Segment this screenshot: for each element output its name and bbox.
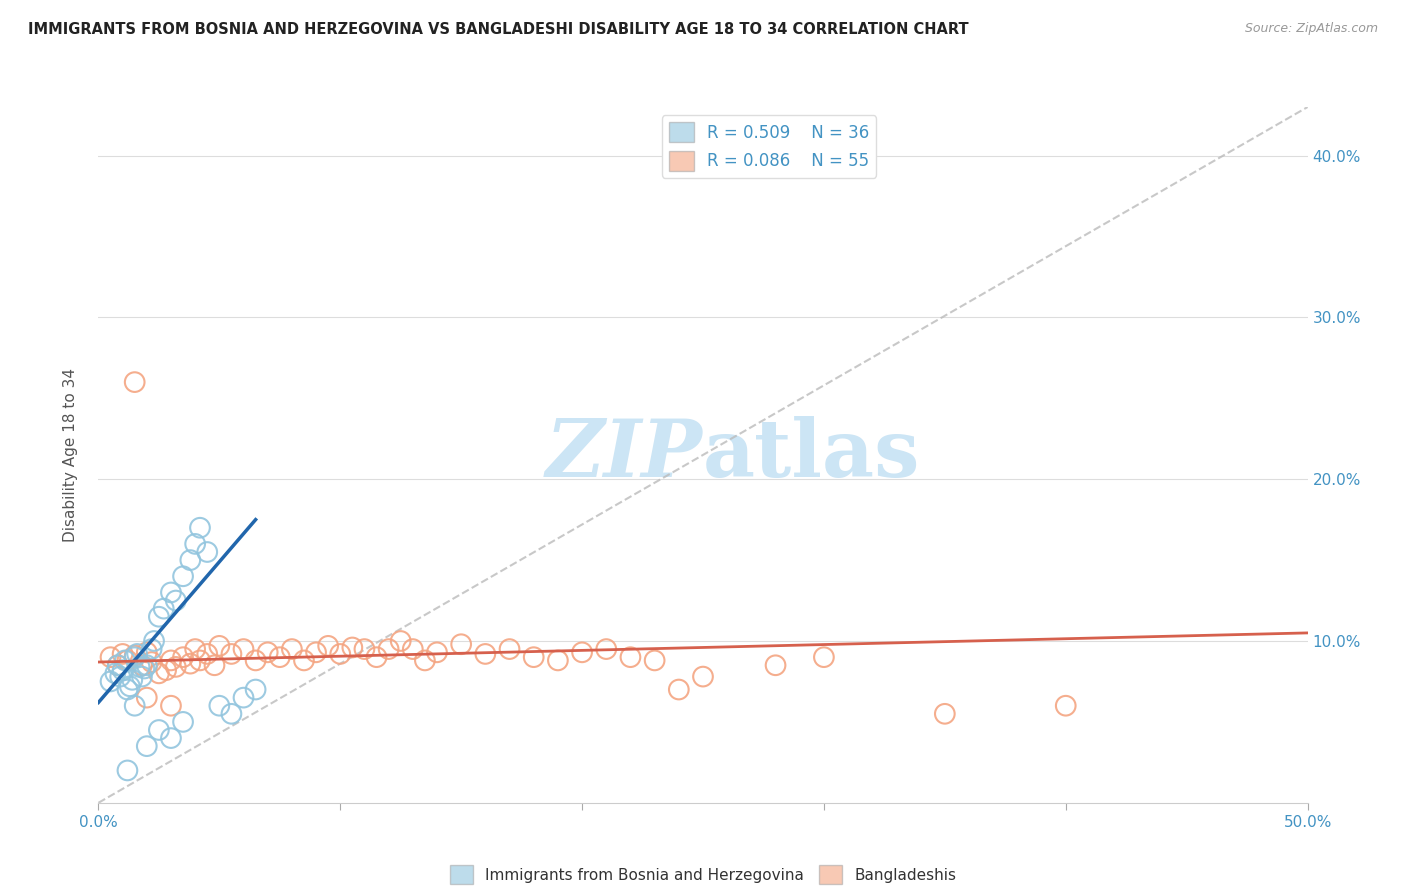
- Point: [329, 647, 352, 661]
- Point: [179, 553, 201, 567]
- Point: [104, 666, 127, 681]
- Point: [111, 647, 134, 661]
- Point: [204, 658, 226, 673]
- Point: [117, 653, 139, 667]
- Point: [232, 642, 254, 657]
- Point: [124, 698, 146, 713]
- Point: [135, 690, 157, 705]
- Point: [402, 642, 425, 657]
- Point: [232, 690, 254, 705]
- Point: [124, 650, 146, 665]
- Point: [413, 653, 436, 667]
- Point: [292, 653, 315, 667]
- Point: [135, 658, 157, 673]
- Point: [160, 653, 183, 667]
- Point: [107, 658, 129, 673]
- Point: [281, 642, 304, 657]
- Point: [148, 609, 170, 624]
- Y-axis label: Disability Age 18 to 34: Disability Age 18 to 34: [63, 368, 77, 542]
- Point: [100, 674, 122, 689]
- Point: [668, 682, 690, 697]
- Point: [195, 647, 218, 661]
- Point: [765, 658, 787, 673]
- Point: [595, 642, 617, 657]
- Text: ZIP: ZIP: [546, 417, 703, 493]
- Point: [135, 739, 157, 754]
- Point: [523, 650, 546, 665]
- Point: [160, 698, 183, 713]
- Point: [141, 655, 163, 669]
- Point: [692, 670, 714, 684]
- Point: [165, 660, 187, 674]
- Point: [221, 706, 243, 721]
- Point: [165, 593, 187, 607]
- Point: [389, 634, 412, 648]
- Legend: Immigrants from Bosnia and Herzegovina, Bangladeshis: Immigrants from Bosnia and Herzegovina, …: [444, 859, 962, 890]
- Point: [127, 647, 149, 661]
- Point: [160, 585, 183, 599]
- Point: [143, 634, 166, 648]
- Point: [934, 706, 956, 721]
- Point: [316, 639, 339, 653]
- Point: [256, 645, 278, 659]
- Point: [195, 545, 218, 559]
- Point: [221, 647, 243, 661]
- Point: [160, 731, 183, 745]
- Point: [188, 521, 211, 535]
- Point: [134, 661, 156, 675]
- Point: [245, 682, 267, 697]
- Point: [305, 645, 328, 659]
- Point: [118, 679, 141, 693]
- Point: [498, 642, 520, 657]
- Text: Source: ZipAtlas.com: Source: ZipAtlas.com: [1244, 22, 1378, 36]
- Point: [141, 642, 163, 657]
- Point: [342, 640, 364, 655]
- Point: [450, 637, 472, 651]
- Point: [172, 569, 194, 583]
- Point: [245, 653, 267, 667]
- Point: [111, 663, 134, 677]
- Point: [152, 601, 174, 615]
- Point: [107, 658, 129, 673]
- Point: [208, 698, 231, 713]
- Point: [644, 653, 666, 667]
- Point: [269, 650, 291, 665]
- Point: [117, 764, 139, 778]
- Point: [426, 645, 449, 659]
- Point: [128, 660, 150, 674]
- Point: [1054, 698, 1077, 713]
- Point: [148, 723, 170, 737]
- Point: [155, 663, 177, 677]
- Point: [547, 653, 569, 667]
- Point: [114, 653, 136, 667]
- Point: [179, 657, 201, 671]
- Point: [571, 645, 593, 659]
- Point: [100, 650, 122, 665]
- Point: [131, 670, 153, 684]
- Point: [619, 650, 641, 665]
- Point: [474, 647, 496, 661]
- Point: [366, 650, 388, 665]
- Point: [124, 375, 146, 389]
- Point: [108, 670, 131, 684]
- Point: [131, 658, 153, 673]
- Point: [208, 639, 231, 653]
- Point: [135, 645, 157, 659]
- Point: [353, 642, 375, 657]
- Point: [188, 653, 211, 667]
- Point: [172, 650, 194, 665]
- Point: [377, 642, 399, 657]
- Point: [148, 666, 170, 681]
- Point: [184, 642, 207, 657]
- Point: [121, 673, 143, 687]
- Point: [172, 714, 194, 729]
- Point: [184, 537, 207, 551]
- Text: atlas: atlas: [703, 416, 921, 494]
- Point: [124, 648, 146, 663]
- Point: [117, 682, 139, 697]
- Text: IMMIGRANTS FROM BOSNIA AND HERZEGOVINA VS BANGLADESHI DISABILITY AGE 18 TO 34 CO: IMMIGRANTS FROM BOSNIA AND HERZEGOVINA V…: [28, 22, 969, 37]
- Point: [813, 650, 835, 665]
